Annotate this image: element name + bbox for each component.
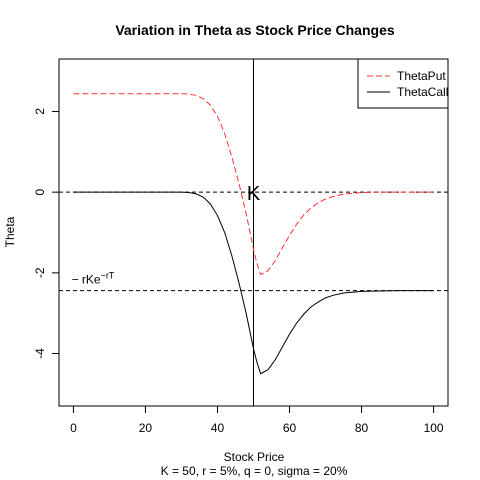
x-axis-label: Stock Price — [224, 450, 285, 464]
x-tick-label: 100 — [424, 421, 444, 435]
discount-rate-label: − rKe−rT — [72, 271, 115, 287]
legend-box — [357, 58, 449, 109]
y-axis: 2 0 -2 -4 — [33, 108, 60, 359]
series-layer — [73, 93, 434, 375]
legend-label-theta-put: ThetaPut — [397, 69, 446, 83]
series-line-thetaput — [73, 93, 434, 276]
y-tick-label: -2 — [33, 267, 47, 278]
x-tick-label: 40 — [211, 421, 225, 435]
x-tick-label: 20 — [139, 421, 153, 435]
series-line-thetacall — [73, 191, 434, 375]
x-tick-label: 80 — [355, 421, 369, 435]
x-tick-label: 60 — [283, 421, 297, 435]
discount-rate-label-exponent: −rT — [101, 271, 115, 281]
legend-label-theta-call: ThetaCall — [397, 85, 448, 99]
x-axis: 0 20 40 60 80 100 — [70, 405, 444, 435]
y-tick-label: 0 — [33, 188, 47, 195]
y-axis-label: Theta — [3, 216, 17, 247]
x-axis-subtitle: K = 50, r = 5%, q = 0, sigma = 20% — [161, 464, 348, 478]
x-tick-label: 0 — [70, 421, 77, 435]
y-tick-label: -4 — [33, 348, 47, 359]
y-tick-label: 2 — [33, 108, 47, 115]
chart-title: Variation in Theta as Stock Price Change… — [115, 22, 395, 38]
legend: ThetaPut ThetaCall — [357, 58, 449, 109]
strike-label: K — [247, 183, 261, 205]
discount-rate-label-main: − rKe — [72, 273, 101, 287]
